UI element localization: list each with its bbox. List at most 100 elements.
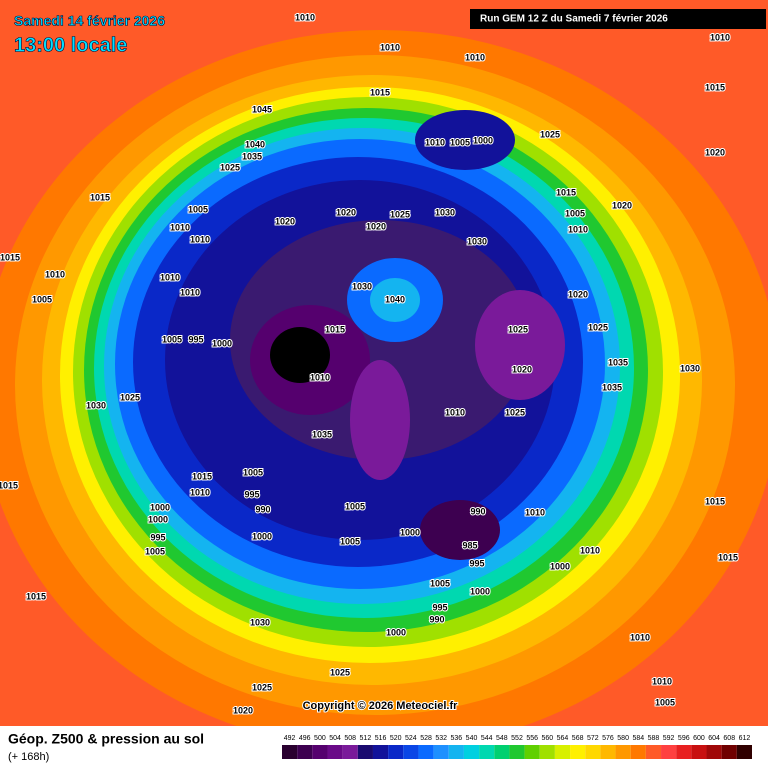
isobar-label: 1025 — [120, 392, 140, 402]
scale-label: 532 — [435, 735, 447, 742]
isobar-label: 1010 — [630, 632, 650, 642]
isobar-label: 1030 — [86, 400, 106, 410]
z500-field — [0, 0, 768, 726]
isobar-label: 1000 — [148, 514, 168, 524]
scale-swatch — [736, 745, 752, 759]
isobar-label: 1015 — [90, 192, 110, 202]
isobar-label: 1015 — [325, 324, 345, 334]
isobar-label: 1000 — [470, 586, 490, 596]
isobar-label: 1020 — [366, 221, 386, 231]
legend-subtitle: (+ 168h) — [8, 751, 49, 763]
isobar-label: 1030 — [435, 207, 455, 217]
isobar-label: 1005 — [450, 137, 470, 147]
scale-swatch — [630, 745, 646, 759]
scale-swatch — [312, 745, 328, 759]
isobar-label: 1015 — [556, 187, 576, 197]
isobar-label: 1020 — [612, 200, 632, 210]
isobar-label: 1010 — [170, 222, 190, 232]
isobar-label: 1025 — [252, 682, 272, 692]
isobar-label: 1010 — [425, 137, 445, 147]
run-banner — [470, 9, 766, 29]
isobar-label: 1005 — [345, 501, 365, 511]
scale-swatch — [691, 745, 707, 759]
legend-title: Géop. Z500 & pression au sol — [8, 731, 204, 747]
isobar-label: 995 — [432, 602, 447, 612]
scale-label: 492 — [284, 735, 296, 742]
scale-label: 600 — [693, 735, 705, 742]
scale-label: 548 — [496, 735, 508, 742]
isobar-label: 995 — [244, 489, 259, 499]
scale-label: 524 — [405, 735, 417, 742]
scale-label: 612 — [739, 735, 751, 742]
forecast-time: 13:00 locale — [14, 34, 127, 56]
isobar-label: 1020 — [705, 147, 725, 157]
isobar-label: 1015 — [705, 82, 725, 92]
isobar-label: 1005 — [188, 204, 208, 214]
scale-swatch — [418, 745, 434, 759]
scale-label: 504 — [329, 735, 341, 742]
isobar-label: 995 — [469, 558, 484, 568]
isobar-label: 1005 — [32, 294, 52, 304]
isobar-label: 1010 — [568, 224, 588, 234]
scale-label: 608 — [723, 735, 735, 742]
isobar-label: 1010 — [445, 407, 465, 417]
scale-label: 520 — [390, 735, 402, 742]
isobar-label: 1010 — [380, 42, 400, 52]
scale-label: 512 — [360, 735, 372, 742]
isobar-label: 1005 — [243, 467, 263, 477]
scale-swatch — [494, 745, 510, 759]
isobar-label: 1025 — [220, 162, 240, 172]
isobar-label: 1000 — [400, 527, 420, 537]
isobar-label: 1005 — [162, 334, 182, 344]
isobar-label: 1035 — [602, 382, 622, 392]
isobar-label: 1000 — [473, 135, 493, 145]
isobar-label: 1025 — [588, 322, 608, 332]
isobar-label: 1010 — [310, 372, 330, 382]
isobar-label: 1015 — [192, 471, 212, 481]
scale-swatch — [463, 745, 480, 759]
isobar-label: 1010 — [180, 287, 200, 297]
scale-swatch — [721, 745, 737, 759]
scale-label: 500 — [314, 735, 326, 742]
isobar-label: 1025 — [390, 209, 410, 219]
scale-swatch — [357, 745, 373, 759]
color-scale: 492 496 500 504 508 512 516 520 524 528 532 536 540 5… — [282, 735, 752, 759]
scale-label: 568 — [572, 735, 584, 742]
scale-label: 536 — [451, 735, 463, 742]
isobar-label: 990 — [429, 614, 444, 624]
isobar-label: 1030 — [467, 236, 487, 246]
scale-swatch — [433, 745, 449, 759]
isobar-label: 1020 — [275, 216, 295, 226]
scale-swatch — [615, 745, 631, 759]
isobar-label: 990 — [255, 504, 270, 514]
scale-label: 560 — [541, 735, 553, 742]
scale-label: 596 — [678, 735, 690, 742]
scale-swatch — [661, 745, 677, 759]
run-info: Run GEM 12 Z du Samedi 7 février 2026 — [480, 14, 668, 25]
isobar-label: 1035 — [242, 151, 262, 161]
isobar-label: 1010 — [190, 487, 210, 497]
scale-label: 580 — [617, 735, 629, 742]
isobar-label: 1000 — [212, 338, 232, 348]
scale-swatch — [297, 745, 313, 759]
scale-swatch — [509, 745, 525, 759]
scale-swatch — [706, 745, 722, 759]
isobar-label: 1035 — [312, 429, 332, 439]
scale-label: 588 — [648, 735, 660, 742]
isobar-label: 1015 — [0, 480, 18, 490]
scale-swatch — [554, 745, 571, 759]
isobar-label: 1010 — [580, 545, 600, 555]
isobar-label: 1035 — [608, 357, 628, 367]
scale-swatch — [327, 745, 343, 759]
isobar-label: 1025 — [330, 667, 350, 677]
scale-label: 544 — [481, 735, 493, 742]
scale-swatch — [282, 745, 298, 759]
isobar-label: 1020 — [512, 364, 532, 374]
isobar-label: 1040 — [245, 139, 265, 149]
isobar-label: 1025 — [508, 324, 528, 334]
isobar-label: 1010 — [710, 32, 730, 42]
isobar-label: 1025 — [540, 129, 560, 139]
isobar-label: 1010 — [525, 507, 545, 517]
scale-swatch — [585, 745, 601, 759]
